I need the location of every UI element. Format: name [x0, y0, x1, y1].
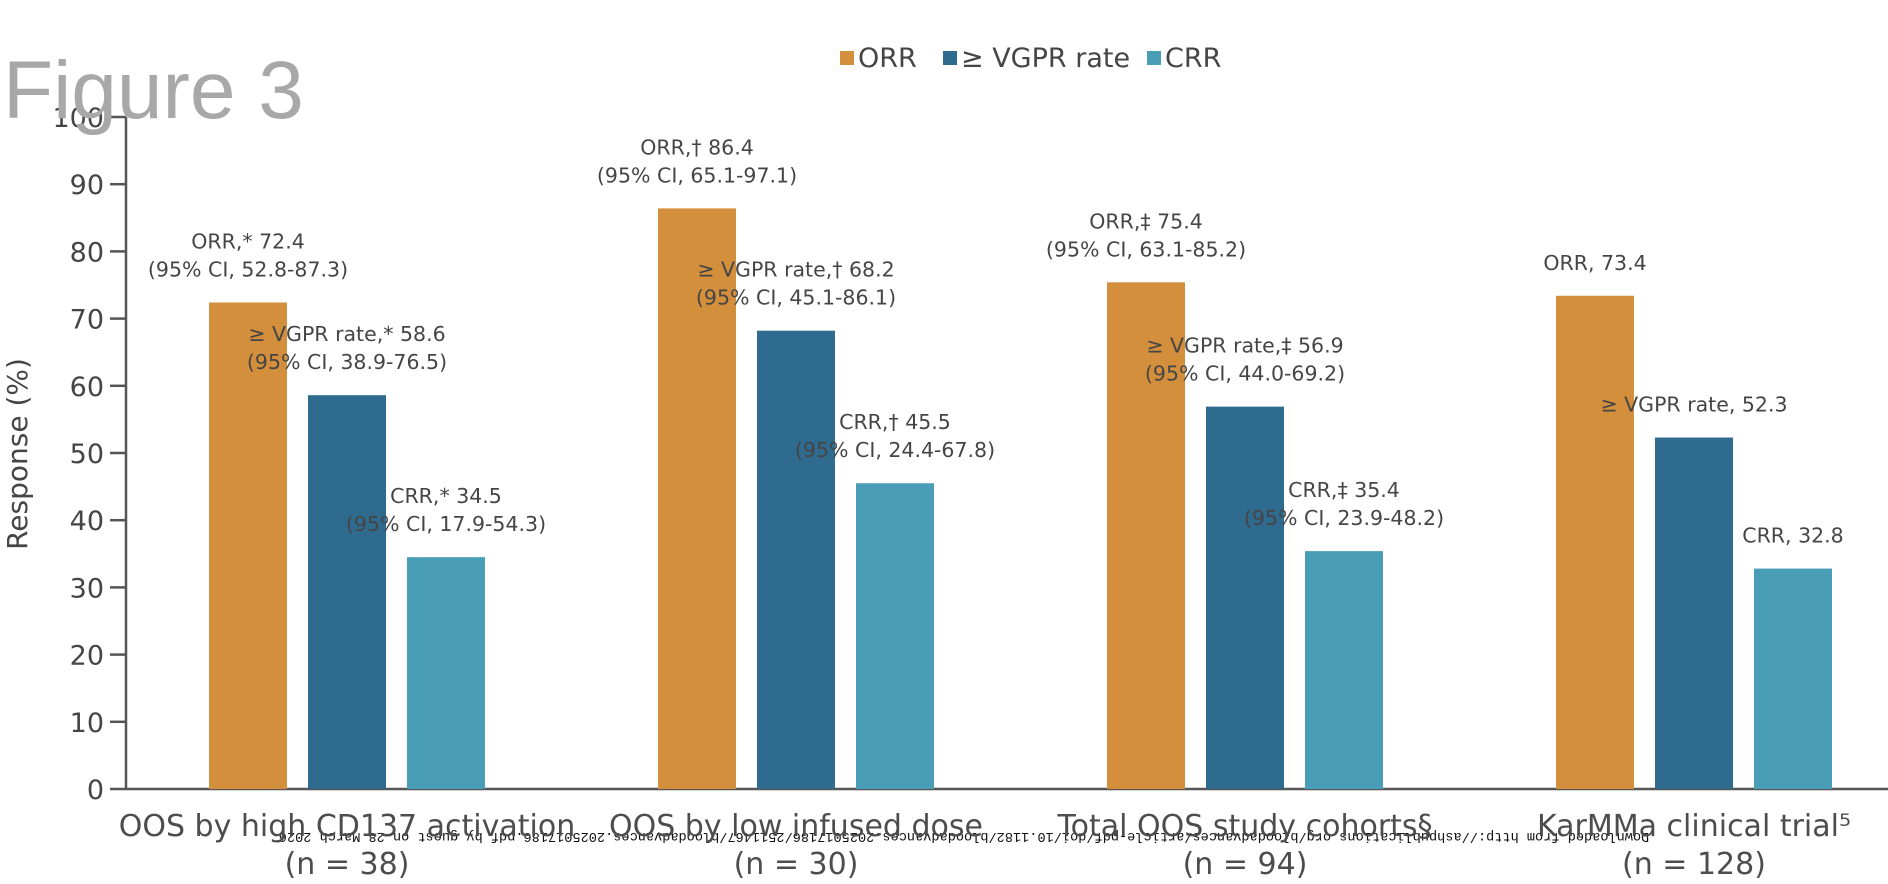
- y-tick-label: 60: [70, 372, 104, 403]
- data-label-value: ORR,* 72.4: [191, 229, 305, 253]
- data-label-value: CRR,‡ 35.4: [1288, 478, 1400, 502]
- data-label-value: CRR,† 45.5: [839, 410, 951, 434]
- data-label-value: ≥ VGPR rate, 52.3: [1600, 393, 1787, 417]
- y-ticks: 0 10 20 30 40 50 60 70 80 90 100: [52, 103, 126, 806]
- data-label-value: ORR,† 86.4: [640, 135, 754, 159]
- y-tick-label: 100: [52, 103, 104, 134]
- figure-title: Figure 3: [3, 45, 304, 136]
- download-watermark: Downloaded from http://ashpublications.o…: [279, 828, 1649, 843]
- data-label-ci: (95% CI, 23.9-48.2): [1244, 506, 1444, 530]
- y-tick-label: 80: [70, 237, 104, 268]
- data-label-ci: (95% CI, 45.1-86.1): [696, 286, 896, 310]
- y-tick-label: 40: [70, 506, 104, 537]
- legend-swatch: [943, 51, 957, 65]
- bar-vgpr-rate: [757, 330, 835, 789]
- data-label-ci: (95% CI, 65.1-97.1): [597, 163, 797, 187]
- y-tick-label: 20: [70, 641, 104, 672]
- y-tick-label: 30: [70, 573, 104, 604]
- bar-orr: [658, 208, 736, 790]
- bar-crr: [1305, 551, 1383, 789]
- data-label-ci: (95% CI, 52.8-87.3): [148, 257, 348, 281]
- data-label-value: ORR,‡ 75.4: [1089, 209, 1203, 233]
- y-tick-label: 0: [87, 775, 104, 806]
- data-labels: ORR,* 72.4 (95% CI, 52.8-87.3) ORR,† 86.4 (…: [148, 135, 1844, 547]
- x-category-label: Total OOS study cohorts§: [1056, 809, 1432, 844]
- bar-orr: [1556, 295, 1634, 789]
- y-tick-label: 70: [70, 305, 104, 336]
- legend-swatch: [840, 51, 854, 65]
- data-label-value: CRR, 32.8: [1742, 524, 1843, 548]
- legend-label: ORR: [858, 43, 917, 74]
- bar-vgpr-rate: [1206, 406, 1284, 789]
- legend-label: ≥ VGPR rate: [961, 43, 1130, 74]
- category-labels: OOS by high CD137 activation(n = 38) OOS …: [119, 809, 1851, 882]
- bars: [209, 208, 1832, 790]
- legend: ORR ≥ VGPR rate CRR: [840, 43, 1221, 74]
- bar-vgpr-rate: [308, 395, 386, 789]
- x-category-label: KarMMa clinical trial⁵: [1537, 809, 1851, 844]
- bar-orr: [1107, 282, 1185, 789]
- data-label-ci: (95% CI, 38.9-76.5): [247, 350, 447, 374]
- bar-vgpr-rate: [1655, 437, 1733, 789]
- y-tick-label: 50: [70, 439, 104, 470]
- data-label-value: ≥ VGPR rate,* 58.6: [248, 322, 445, 346]
- bar-crr: [407, 557, 485, 789]
- y-axis-title: Response (%): [1, 358, 34, 550]
- x-category-n: (n = 30): [734, 847, 859, 882]
- legend-label: CRR: [1165, 43, 1221, 74]
- x-category-n: (n = 128): [1622, 847, 1766, 882]
- bar-crr: [1754, 568, 1832, 789]
- y-tick-label: 10: [70, 708, 104, 739]
- y-tick-label: 90: [70, 170, 104, 201]
- x-category-label: OOS by low infused dose: [609, 809, 983, 844]
- x-category-n: (n = 94): [1183, 847, 1308, 882]
- data-label-value: CRR,* 34.5: [390, 484, 502, 508]
- x-category-label: OOS by high CD137 activation: [119, 809, 576, 844]
- data-label-ci: (95% CI, 44.0-69.2): [1145, 362, 1345, 386]
- data-label-value: ≥ VGPR rate,† 68.2: [697, 258, 894, 282]
- x-category-n: (n = 38): [285, 847, 410, 882]
- data-label-ci: (95% CI, 17.9-54.3): [346, 512, 546, 536]
- data-label-ci: (95% CI, 63.1-85.2): [1046, 237, 1246, 261]
- data-label-value: ORR, 73.4: [1543, 251, 1646, 275]
- data-label-value: ≥ VGPR rate,‡ 56.9: [1146, 334, 1343, 358]
- bar-orr: [209, 302, 287, 789]
- watermark-group: Downloaded from http://ashpublications.o…: [279, 828, 1649, 843]
- legend-swatch: [1147, 51, 1161, 65]
- bar-crr: [856, 483, 934, 789]
- data-label-ci: (95% CI, 24.4-67.8): [795, 438, 995, 462]
